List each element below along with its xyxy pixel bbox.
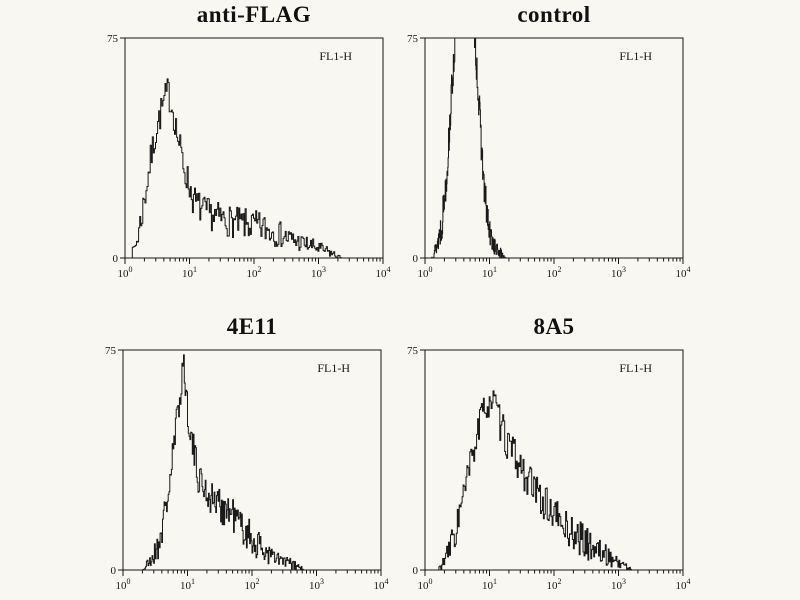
svg-text:FL1-H: FL1-H xyxy=(619,49,652,63)
svg-text:104: 104 xyxy=(676,265,691,280)
svg-text:75: 75 xyxy=(407,345,419,357)
svg-text:FL1-H: FL1-H xyxy=(319,49,352,63)
svg-text:100: 100 xyxy=(118,265,133,280)
svg-text:100: 100 xyxy=(418,577,433,592)
panel-control: control 100 101 102 103 104 0 75 FL1-H xyxy=(393,0,693,288)
svg-text:101: 101 xyxy=(180,577,195,592)
svg-text:0: 0 xyxy=(413,253,419,265)
svg-text:102: 102 xyxy=(547,265,562,280)
svg-text:101: 101 xyxy=(482,577,497,592)
svg-text:103: 103 xyxy=(311,265,326,280)
svg-text:0: 0 xyxy=(113,253,119,265)
histogram-plot-8a5: 100 101 102 103 104 0 75 FL1-H xyxy=(407,345,691,592)
svg-text:103: 103 xyxy=(611,577,626,592)
panel-8a5: 8A5 100 101 102 103 104 0 75 FL1-H xyxy=(393,312,693,600)
svg-text:101: 101 xyxy=(182,265,197,280)
svg-text:101: 101 xyxy=(482,265,497,280)
svg-text:100: 100 xyxy=(116,577,131,592)
svg-text:103: 103 xyxy=(611,265,626,280)
svg-text:104: 104 xyxy=(374,577,389,592)
svg-text:75: 75 xyxy=(105,345,117,357)
svg-text:104: 104 xyxy=(376,265,391,280)
histogram-plot-control: 100 101 102 103 104 0 75 FL1-H xyxy=(407,33,691,280)
panel-title-control: control xyxy=(517,2,591,27)
panel-title-8a5: 8A5 xyxy=(533,314,575,339)
svg-text:0: 0 xyxy=(111,565,117,577)
svg-text:FL1-H: FL1-H xyxy=(619,361,652,375)
svg-text:102: 102 xyxy=(247,265,262,280)
svg-text:FL1-H: FL1-H xyxy=(317,361,350,375)
svg-text:104: 104 xyxy=(676,577,691,592)
panel-title-4e11: 4E11 xyxy=(226,314,278,339)
svg-text:75: 75 xyxy=(407,33,419,45)
svg-text:102: 102 xyxy=(547,577,562,592)
histogram-plot-4e11: 100 101 102 103 104 0 75 FL1-H xyxy=(105,345,389,592)
histogram-plot-anti-flag: 100 101 102 103 104 0 75 FL1-H xyxy=(107,33,391,280)
panel-4e11: 4E11 100 101 102 103 104 0 75 FL1-H xyxy=(91,312,391,600)
panel-title-anti-flag: anti-FLAG xyxy=(196,2,312,27)
svg-text:100: 100 xyxy=(418,265,433,280)
svg-text:0: 0 xyxy=(413,565,419,577)
svg-text:75: 75 xyxy=(107,33,119,45)
svg-text:102: 102 xyxy=(245,577,260,592)
svg-text:103: 103 xyxy=(309,577,324,592)
panel-anti-flag: anti-FLAG 100 101 102 103 104 0 75 FL1-H xyxy=(93,0,393,288)
